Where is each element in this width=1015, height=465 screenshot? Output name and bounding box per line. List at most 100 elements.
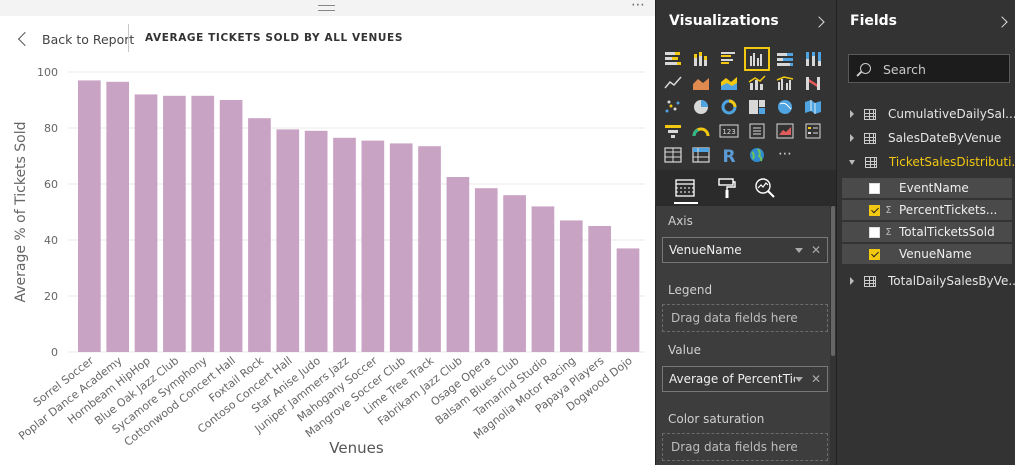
gauge-icon[interactable] [691,122,711,140]
format-paint-roller-icon[interactable] [715,176,739,200]
chevron-down-icon[interactable] [794,376,803,382]
field-item-venuename[interactable]: VenueName [842,244,1012,264]
bar [78,80,101,353]
table-icon[interactable] [663,146,683,164]
expand-icon[interactable] [850,277,854,285]
analytics-magnifier-icon[interactable] [753,176,777,200]
legend-drop-zone[interactable]: Drag data fields here [662,304,828,332]
drag-handle-icon[interactable] [318,5,335,11]
table-item[interactable]: CumulativeDailySal... [837,103,1015,125]
filled-map-icon[interactable] [803,98,823,116]
r-visual-icon[interactable]: R [719,146,739,164]
field-checkbox[interactable] [869,204,880,216]
bar [418,146,441,352]
field-search-box[interactable] [848,54,1010,83]
collapse-icon[interactable] [849,159,855,165]
donut-chart-icon[interactable] [719,98,739,116]
close-icon[interactable]: ✕ [810,243,821,257]
matrix-icon[interactable] [691,146,711,164]
100-stacked-column-icon[interactable] [803,50,823,68]
value-field-chip[interactable]: Average of PercentTicke ✕ [662,366,828,392]
clustered-bar-icon[interactable] [719,50,739,68]
bar [616,248,640,352]
field-checkbox[interactable] [869,248,880,260]
bar [531,206,555,352]
kpi-icon[interactable] [775,122,795,140]
slicer-icon[interactable] [803,122,823,140]
area-chart-icon[interactable] [691,74,711,92]
bar [191,95,215,353]
collapse-fields-icon[interactable] [996,16,1008,28]
axis-well-label: Axis [668,214,693,228]
table-item[interactable]: TotalDailySalesByVe... [837,270,1015,292]
expand-icon[interactable] [850,134,854,142]
active-tool-underline [674,202,698,204]
field-item-percenttickets[interactable]: Σ PercentTickets... [842,200,1012,220]
chevron-down-icon[interactable] [794,247,803,253]
table-name: SalesDateByVenue [888,131,1002,145]
value-field-name: Average of PercentTicke [669,372,795,386]
scatter-chart-icon[interactable] [663,98,683,116]
more-visuals-icon[interactable]: ⋯ [775,146,795,164]
wells-scrollbar-thumb[interactable] [831,206,835,356]
collapse-visualizations-icon[interactable] [813,16,825,28]
line-column-icon[interactable] [747,74,767,92]
line-chart-icon[interactable] [663,74,683,92]
card-icon[interactable]: 123 [719,122,739,140]
close-icon[interactable]: ✕ [810,372,821,386]
svg-text:123: 123 [722,128,735,136]
bar [106,81,130,353]
table-name: TotalDailySalesByVe... [888,274,1015,288]
y-tick-label: 100 [37,66,58,79]
field-item-totalticketssold[interactable]: Σ TotalTicketsSold [842,222,1012,242]
multi-row-card-icon[interactable] [747,122,767,140]
visualizations-title: Visualizations [669,13,779,29]
table-icon [865,156,877,168]
y-tick-label: 60 [44,178,58,191]
sigma-icon: Σ [885,204,892,216]
field-checkbox[interactable] [869,182,880,194]
ribbon-chart-icon[interactable] [803,74,823,92]
globe-icon[interactable] [747,146,767,164]
stacked-area-icon[interactable] [719,74,739,92]
fields-tool-icon[interactable] [673,176,697,200]
axis-field-name: VenueName [669,243,742,257]
field-name: VenueName [899,247,972,261]
table-item[interactable]: TicketSalesDistributi... [837,151,1015,173]
treemap-icon[interactable] [747,98,767,116]
table-icon [864,275,876,287]
bar [503,195,526,352]
search-icon [860,63,871,74]
axis-field-chip[interactable]: VenueName ✕ [662,237,828,263]
table-name: CumulativeDailySal... [888,107,1015,121]
pie-chart-icon[interactable] [691,98,711,116]
field-name: PercentTickets... [899,203,998,217]
expand-icon[interactable] [850,110,854,118]
back-to-report-label: Back to Report [42,31,135,47]
search-input[interactable] [883,60,1003,78]
bar [474,188,498,352]
fields-title: Fields [850,13,898,29]
line-clustered-column-icon[interactable] [775,74,795,92]
legend-well-label: Legend [668,283,713,297]
more-options-icon[interactable]: ⋯ [631,0,646,13]
funnel-icon[interactable] [663,122,683,140]
field-checkbox[interactable] [869,226,880,238]
stacked-bar-icon[interactable] [663,50,683,68]
y-tick-label: 0 [51,346,58,359]
color-saturation-drop-zone[interactable]: Drag data fields here [662,433,828,461]
100-stacked-bar-icon[interactable] [775,50,795,68]
y-tick-label: 80 [44,122,58,135]
bar [333,137,356,352]
back-to-report-button[interactable]: Back to Report [14,28,134,50]
table-icon [864,132,876,144]
field-item-eventname[interactable]: EventName [842,178,1012,198]
map-icon[interactable] [775,98,795,116]
table-item[interactable]: SalesDateByVenue [837,127,1015,149]
stacked-column-icon[interactable] [691,50,711,68]
bar [389,143,413,352]
clustered-column-icon[interactable] [744,47,770,71]
bar [134,94,158,353]
visual-tools-bar [655,170,836,206]
